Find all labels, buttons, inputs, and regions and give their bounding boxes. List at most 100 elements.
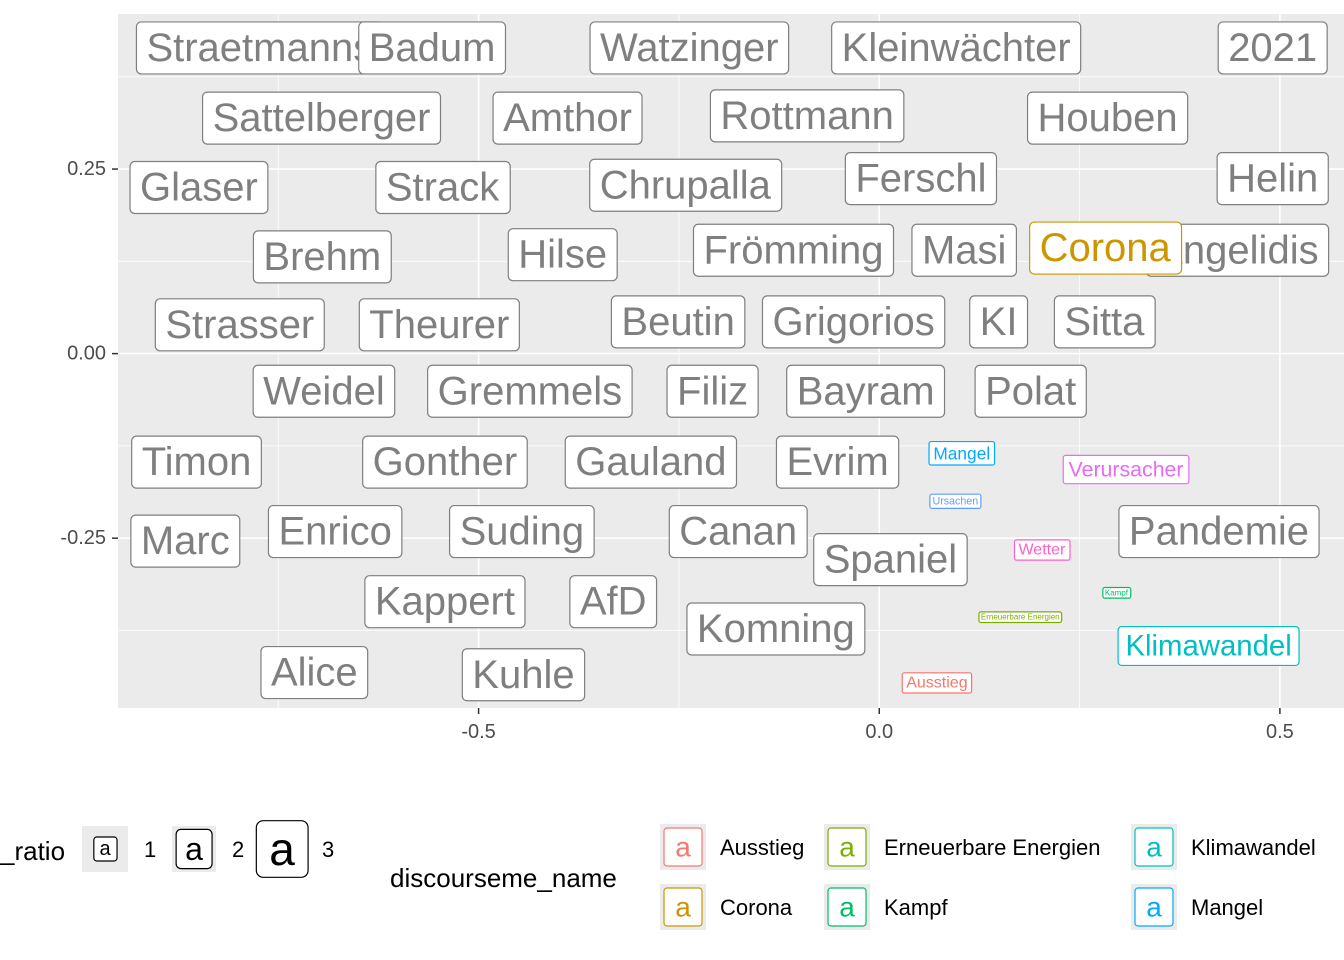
word-label-text: Gonther [373,440,518,484]
word-label-text: Straetmanns [146,26,373,70]
word-label: Badum [358,21,507,75]
word-label-box [267,504,403,559]
word-label: Ferschl [844,152,998,206]
word-label-box [448,504,595,559]
size-key-box [175,828,213,870]
word-label-text: Pandemie [1129,510,1309,554]
word-label-text: Erneuerbare Energien [981,613,1060,622]
word-label: Sitta [1053,295,1156,349]
word-label: Timon [131,435,262,489]
word-label: Glaser [129,160,269,215]
word-label-text: Kleinwächter [842,26,1071,70]
size-key-glyph: a [185,831,203,867]
x-tick-label: 0.0 [865,721,893,743]
word-label: Gremmels [427,364,633,418]
color-key-box [1134,887,1174,927]
word-label-box [375,160,511,215]
word-label: Straetmanns [135,21,384,75]
word-label-text: Evrim [786,440,888,484]
word-label-box [130,514,241,568]
word-label-text: Canan [679,510,797,554]
word-label: Angelidis [1145,223,1330,277]
word-label-text: Watzinger [600,26,779,70]
word-label-box [1118,504,1320,559]
word-label: Suding [448,504,595,559]
color-key-label: Kampf [884,895,948,920]
word-label-box [974,364,1087,418]
word-label-box [1117,625,1300,667]
word-label: Kuhle [461,648,586,702]
word-label-text: Chrupalla [600,163,772,207]
word-label-text: Klimawandel [1125,629,1291,662]
word-label-text: Weidel [263,369,385,413]
word-label-text: Bayram [797,369,935,413]
word-label-text: Beutin [621,300,734,344]
word-label-box [1217,21,1328,75]
word-label-box [901,672,973,694]
color-key-glyph: a [839,832,855,863]
word-label-text: Strack [386,166,500,210]
word-label-box [589,21,790,75]
word-label: Klimawandel [1117,625,1300,667]
word-label-text: Spaniel [824,538,957,582]
word-label: Amthor [492,91,643,145]
word-label: Theurer [358,298,520,352]
word-label: Kappert [364,575,526,629]
word-label-text: Corona [1040,226,1172,270]
word-label-box [364,575,526,629]
word-label-text: Marc [141,519,230,563]
word-label-box [911,223,1018,277]
word-label-box [131,435,262,489]
word-label: Filiz [666,364,759,418]
word-label-box [813,533,968,587]
color-key-label: Klimawandel [1191,835,1316,860]
word-label-box [461,648,586,702]
word-label-text: Alice [271,651,358,695]
word-label: Polat [974,364,1087,418]
word-label-text: Amthor [503,96,632,140]
y-tick-label: -0.25 [60,527,106,549]
x-tick-label: -0.5 [461,721,495,743]
word-label: Marc [130,514,241,568]
word-label-box [362,435,528,489]
word-label-text: Glaser [140,166,258,210]
word-label: Canan [668,504,808,559]
word-label: Chrupalla [589,158,783,212]
word-label-text: Kampf [1105,588,1129,597]
word-label-text: Timon [142,440,252,484]
word-label-text: Kuhle [472,653,574,697]
word-label-text: Brehm [263,235,381,279]
word-label-box [1102,586,1132,599]
color-key-label: Erneuerbare Energien [884,835,1100,860]
word-label: Sattelberger [201,91,442,145]
word-label-text: Theurer [369,303,509,347]
color-key-box [827,887,867,927]
word-label-text: Enrico [278,510,391,554]
word-label: Spaniel [813,533,968,587]
word-label: Beutin [610,295,746,349]
word-label-box [1216,152,1329,206]
word-label-text: 2021 [1228,26,1317,70]
word-label-box [844,152,998,206]
word-label: Corona [1029,221,1183,275]
word-label-box [709,89,905,143]
word-label-text: Verursacher [1069,458,1184,482]
word-label-box [507,228,618,282]
word-label: Mangel [928,440,996,466]
word-label-text: Gremmels [438,369,622,413]
word-label-box [786,364,946,418]
word-label: Masi [911,223,1018,277]
word-label-text: Gauland [575,440,726,484]
word-label: Strasser [154,298,325,352]
word-label: Erneuerbare Energien [978,611,1063,624]
word-label-text: Ursachen [933,495,979,507]
word-label-box [252,364,396,418]
word-label-text: Sitta [1064,300,1145,344]
word-label-text: Suding [460,510,585,554]
color-key-box [827,827,867,867]
word-label-text: KI [980,300,1018,344]
word-label: Ursachen [929,493,982,509]
word-label-box [978,611,1063,624]
word-label-box [610,295,746,349]
